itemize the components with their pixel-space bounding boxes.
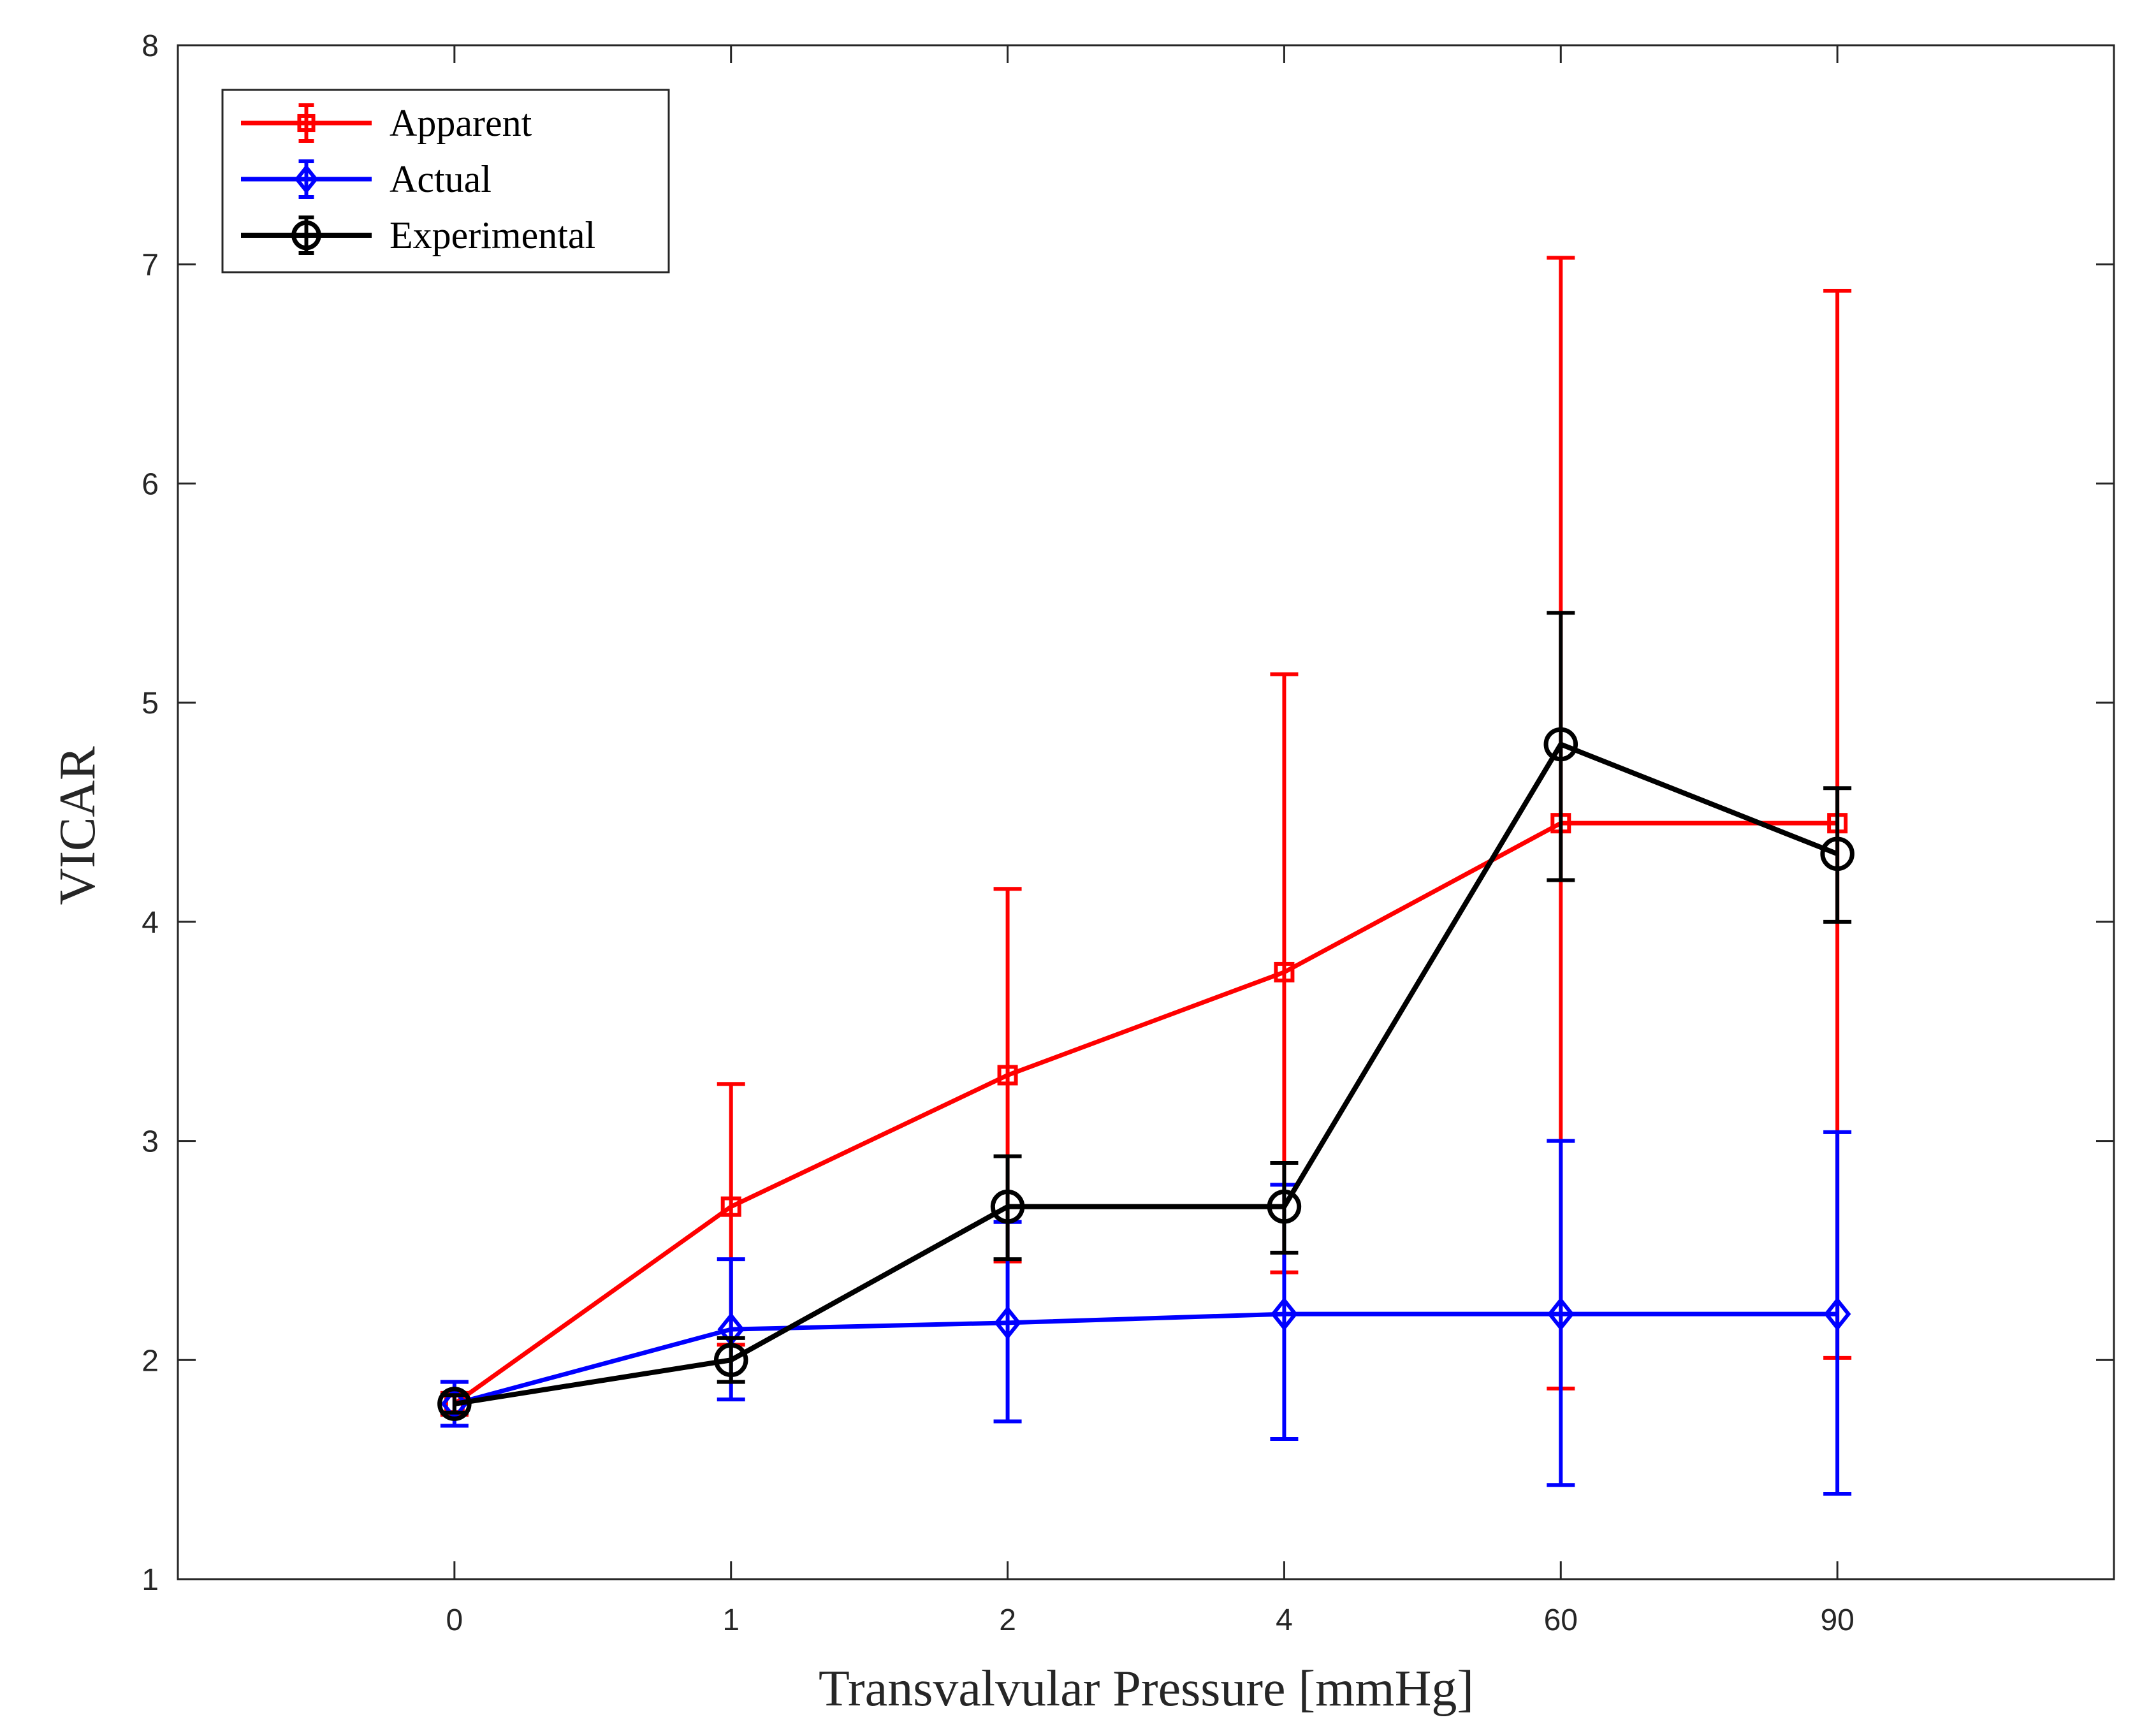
x-tick-label: 1	[722, 1603, 740, 1637]
y-tick-label: 4	[142, 906, 159, 940]
y-axis-title: VICAR	[50, 746, 106, 905]
y-tick-label: 5	[142, 687, 159, 720]
legend-label-apparent: Apparent	[390, 102, 532, 144]
data-point-experimental	[437, 1387, 472, 1421]
legend-label-actual: Actual	[390, 158, 492, 200]
axes-box	[177, 44, 2115, 1580]
y-tick-label: 3	[142, 1125, 159, 1159]
y-tick-label: 7	[142, 249, 159, 282]
data-point-apparent	[720, 1196, 741, 1217]
data-point-experimental	[1820, 836, 1854, 872]
legend-marker-actual	[294, 164, 319, 194]
data-point-experimental	[990, 1189, 1025, 1224]
data-point-actual	[994, 1306, 1021, 1340]
data-point-apparent	[1274, 961, 1295, 982]
data-point-experimental	[1543, 727, 1578, 762]
data-point-experimental	[1267, 1189, 1302, 1224]
x-tick-label: 90	[1820, 1603, 1854, 1637]
x-tick-label: 0	[446, 1603, 463, 1637]
data-point-actual	[1823, 1297, 1851, 1331]
x-tick-label: 4	[1276, 1603, 1293, 1637]
legend-marker-experimental	[291, 220, 321, 251]
data-point-experimental	[713, 1343, 748, 1378]
legend: Apparent Actual Experimental	[221, 89, 670, 274]
series-line-apparent	[453, 821, 1838, 1406]
series-actual	[440, 1130, 1852, 1496]
y-tick-label: 6	[142, 467, 159, 501]
legend-label-experimental: Experimental	[390, 214, 595, 256]
series-line-experimental	[454, 741, 1839, 1406]
x-axis-title: Transvalvular Pressure [mmHg]	[819, 1661, 1474, 1717]
data-point-apparent	[997, 1065, 1018, 1086]
plot-area	[177, 44, 2115, 1580]
x-tick-label: 2	[999, 1603, 1016, 1637]
legend-marker-apparent	[297, 113, 316, 133]
y-tick-label: 1	[142, 1563, 159, 1597]
axis-ticks: 1 2 3 4 5 6 7 8 0 1 2 4 60 90	[142, 29, 2114, 1637]
data-point-actual	[1547, 1297, 1575, 1331]
series-line-actual	[453, 1311, 1838, 1406]
data-point-actual	[1271, 1297, 1298, 1331]
series-experimental	[437, 611, 1854, 1421]
y-tick-label: 8	[142, 29, 159, 63]
y-tick-label: 2	[142, 1344, 159, 1378]
x-tick-label: 60	[1544, 1603, 1578, 1637]
